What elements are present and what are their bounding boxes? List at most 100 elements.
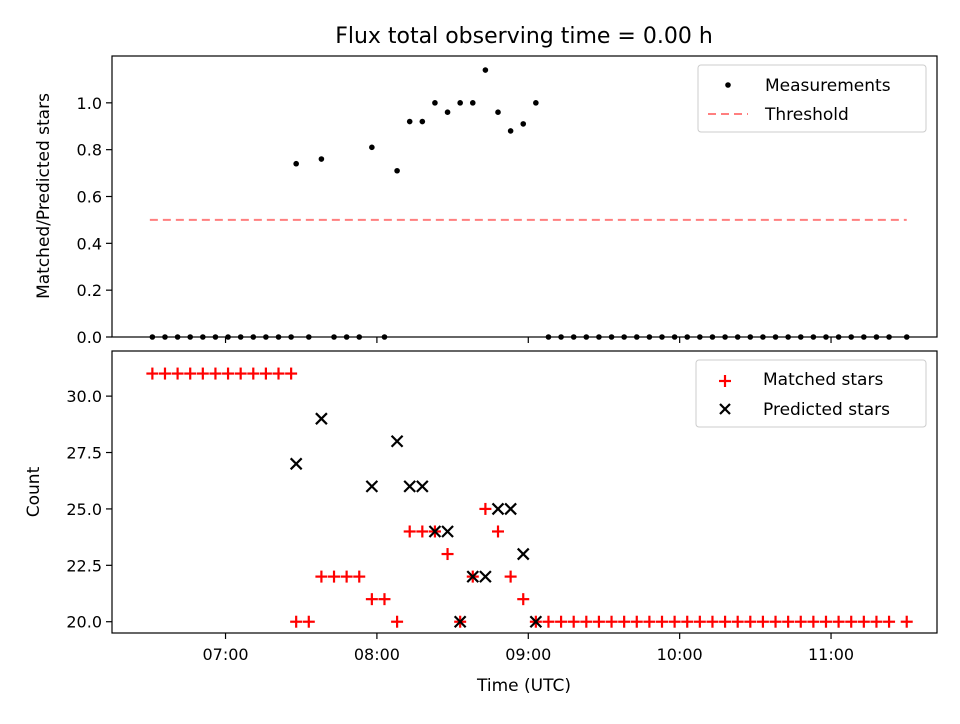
measurement-point [747, 334, 754, 340]
measurement-point [810, 334, 817, 340]
measurement-point [305, 334, 312, 340]
matched-star-point [247, 367, 260, 380]
measurement-point [545, 334, 552, 340]
matched-star-point [592, 615, 605, 628]
measurement-point [469, 100, 476, 106]
matched-star-point [845, 615, 858, 628]
matched-star-point [353, 570, 366, 583]
matched-star-point [706, 615, 719, 628]
matched-star-point [857, 615, 870, 628]
matched-star-point [900, 615, 913, 628]
matched-star-point [171, 367, 184, 380]
matched-star-point [883, 615, 896, 628]
matched-star-point [272, 367, 285, 380]
matched-star-point [567, 615, 580, 628]
bottom-legend-box [695, 359, 927, 428]
measurement-point [621, 334, 627, 340]
predicted-star-point [466, 570, 480, 583]
measurement-point [263, 334, 269, 340]
legend-predicted-label: Predicted stars [763, 400, 890, 420]
matched-star-point [441, 548, 454, 561]
legend-predicted-marker [719, 403, 731, 415]
matched-star-point [391, 615, 404, 628]
matched-star-points [146, 367, 913, 628]
bottom-x-tick-label: 11:00 [808, 645, 854, 664]
matched-star-point [819, 615, 832, 628]
measurement-point [212, 334, 219, 340]
top-y-tick-label: 0.2 [77, 281, 102, 300]
measurement-point [520, 121, 527, 127]
top-y-tick-label: 0.8 [77, 141, 102, 160]
predicted-star-point [289, 457, 303, 471]
top-y-tick-label: 0.6 [77, 188, 102, 207]
matched-star-point [668, 615, 681, 628]
top-legend: Measurements Threshold [697, 64, 927, 133]
measurement-point [237, 334, 244, 340]
measurement-point [406, 118, 413, 125]
matched-star-point [555, 615, 568, 628]
measurement-point [760, 334, 766, 340]
top-legend-box [697, 64, 927, 133]
measurement-point [684, 334, 691, 340]
top-panel: 0.0 0.2 0.4 0.6 0.8 1.0 Matched/Predicted sta… [34, 55, 938, 347]
bottom-panel: 20.0 22.5 25.0 27.5 30.0 07:00 08:00 09:00 10:0… [24, 350, 938, 696]
measurement-point [861, 334, 867, 340]
measurement-point [250, 334, 257, 340]
measurement-point [288, 334, 294, 340]
top-y-tick-label: 1.0 [77, 94, 102, 113]
measurement-point [697, 334, 703, 340]
matched-star-point [302, 615, 315, 628]
legend-matched-marker [719, 375, 731, 387]
measurement-point [187, 334, 194, 340]
predicted-star-point [441, 525, 454, 538]
legend-measurements-marker [725, 82, 731, 88]
measurement-point [734, 334, 741, 340]
measurement-point [596, 334, 602, 340]
measurement-point [444, 109, 451, 115]
measurement-point [343, 334, 350, 340]
matched-star-point [731, 615, 744, 628]
measurement-point [432, 100, 438, 106]
matched-star-point [479, 502, 492, 515]
matched-star-point [807, 615, 820, 628]
measurement-point [570, 334, 577, 340]
matched-star-point [259, 367, 272, 380]
matched-star-point [378, 593, 391, 606]
chart-title: Flux total observing time = 0.00 h [335, 24, 713, 49]
matched-star-point [630, 615, 643, 628]
predicted-star-point [365, 480, 379, 493]
measurement-point [903, 334, 910, 340]
measurement-point [149, 334, 156, 340]
matched-star-point [403, 525, 416, 538]
measurement-point [275, 334, 282, 340]
bottom-x-tick-label: 07:00 [202, 645, 248, 664]
matched-star-point [184, 367, 197, 380]
legend-measurements-label: Measurements [765, 76, 891, 96]
matched-star-point [605, 615, 618, 628]
measurement-point [293, 160, 299, 167]
matched-star-point [693, 615, 706, 628]
measurement-point [583, 334, 590, 340]
matched-star-point [782, 615, 795, 628]
matched-star-point [517, 593, 530, 606]
predicted-star-point [453, 615, 467, 628]
top-y-tick-label: 0.4 [77, 234, 102, 253]
matched-star-point [285, 367, 298, 380]
measurement-point [318, 156, 325, 162]
predicted-star-point [416, 480, 429, 493]
matched-star-point [222, 367, 235, 380]
matched-star-point [756, 615, 769, 628]
measurement-point [659, 334, 665, 340]
matched-star-point [719, 615, 732, 628]
measurement-point [394, 167, 400, 174]
measurement-point [495, 109, 501, 115]
matched-star-point [416, 525, 429, 538]
matched-star-point [209, 367, 222, 380]
measurement-point [162, 334, 168, 340]
bottom-x-tick-label: 08:00 [354, 645, 400, 664]
bottom-x-ticks: 07:00 08:00 09:00 10:00 11:00 [202, 633, 854, 664]
bottom-legend: Matched stars Predicted stars [695, 359, 927, 428]
matched-star-point [158, 367, 171, 380]
matched-star-point [315, 570, 328, 583]
measurement-point [482, 67, 489, 73]
